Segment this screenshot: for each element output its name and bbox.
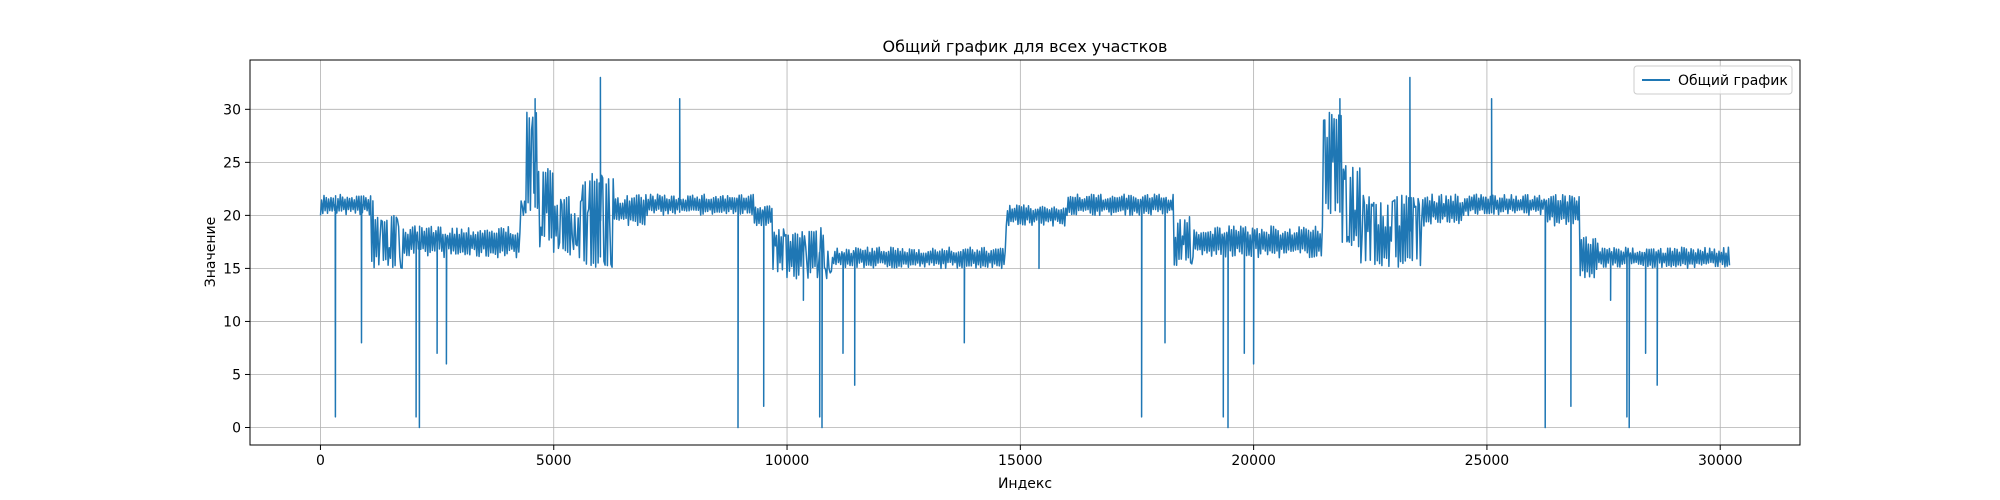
y-tick-label: 5 — [232, 367, 241, 383]
x-tick-label: 25000 — [1465, 453, 1510, 469]
y-axis: 0 5 10 15 20 25 30 — [223, 102, 250, 437]
x-tick-label: 15000 — [998, 453, 1043, 469]
line-layer — [319, 76, 1731, 429]
y-tick-label: 0 — [232, 421, 241, 437]
x-tick-label: 5000 — [536, 453, 572, 469]
chart-title: Общий график для всех участков — [883, 37, 1168, 56]
x-tick-label: 10000 — [765, 453, 810, 469]
x-tick-label: 30000 — [1698, 453, 1743, 469]
x-tick-label: 20000 — [1231, 453, 1276, 469]
plot-frame — [249, 59, 1801, 446]
legend-label: Общий график — [1678, 73, 1788, 89]
x-axis-label: Индекс — [998, 476, 1052, 492]
y-tick-label: 15 — [223, 261, 241, 277]
y-tick-label: 20 — [223, 208, 241, 224]
y-tick-label: 25 — [223, 155, 241, 171]
series-line — [319, 76, 1731, 429]
x-tick-label: 0 — [316, 453, 325, 469]
legend: Общий график — [1633, 65, 1793, 95]
y-tick-label: 30 — [223, 102, 241, 118]
legend-box — [1633, 65, 1793, 95]
y-axis-label: Значение — [203, 217, 219, 287]
y-tick-label: 10 — [223, 314, 241, 330]
x-axis: 0 5000 10000 15000 20000 25000 30000 — [316, 445, 1742, 469]
grid-layer — [250, 60, 1800, 445]
